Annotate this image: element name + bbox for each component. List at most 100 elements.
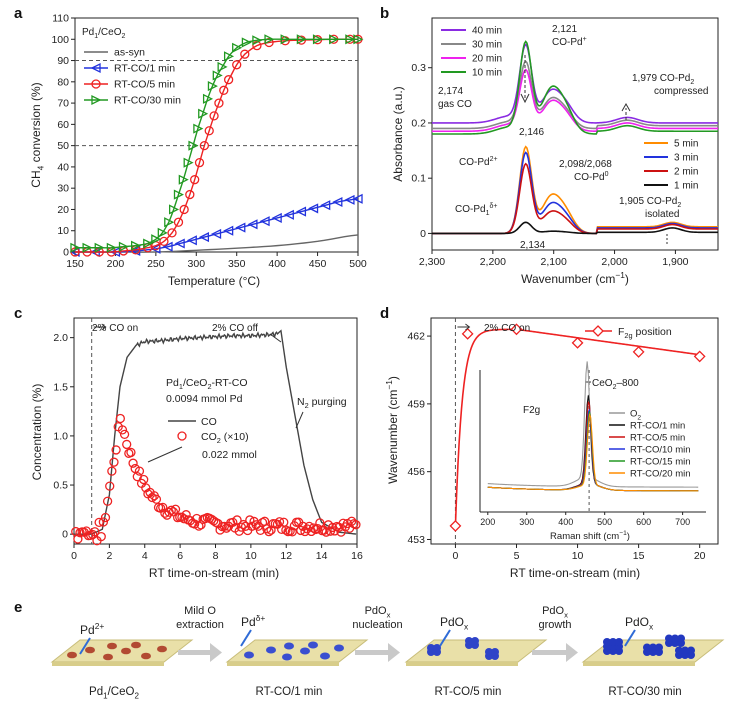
label-part: RT-CO/30 min: [114, 95, 181, 107]
label-part: Pd: [166, 377, 179, 389]
data-point-co2: [281, 525, 291, 535]
species-label: Pd2+: [80, 621, 104, 637]
data-point-co2: [107, 466, 117, 476]
label-part: 0: [453, 550, 459, 562]
inset-legend-label: RT-CO/10 min: [630, 445, 691, 456]
label-part: 400: [268, 258, 286, 270]
data-point: [157, 227, 168, 238]
y-tick-label: 462: [407, 331, 425, 343]
y-tick-label: 0: [63, 247, 69, 259]
label-part: 0.3: [411, 62, 426, 74]
label-part: CeO: [592, 378, 613, 389]
data-point: [283, 209, 294, 220]
label-part: +: [583, 36, 587, 43]
x-tick-label: 400: [268, 258, 286, 270]
label-part: CO-Pd: [552, 37, 583, 48]
label-part: 600: [636, 517, 651, 527]
data-point: [164, 217, 175, 228]
inset-tick-label: 600: [636, 517, 651, 527]
plot-frame: [74, 17, 359, 253]
data-point: [296, 34, 307, 45]
inset-tick-label: 200: [480, 517, 495, 527]
y-tick-label: 10: [57, 225, 69, 237]
data-point: [240, 49, 250, 59]
label-part: RT-CO/30 min: [608, 686, 681, 698]
data-point-co2: [351, 520, 361, 530]
label-part: 14: [316, 550, 328, 562]
label-part: 100: [51, 34, 69, 46]
panel-a: a 150 200 250 300 350 400 450 500 0 10 20 30 40 50 60 70…: [14, 5, 367, 288]
y-axis-label: Concentration (%): [30, 384, 44, 481]
pdox-particle: [471, 637, 479, 645]
pdox-particle: [643, 643, 651, 652]
annotation: 2% CO off: [212, 323, 258, 334]
label-part: Mild O: [184, 605, 216, 617]
species-label: PdOx: [440, 615, 469, 632]
data-point-co2: [313, 524, 323, 534]
pd-atom: [308, 641, 318, 649]
legend-label: 1 min: [674, 181, 698, 192]
legend-label: as-syn: [114, 47, 145, 59]
label-part: −1: [384, 380, 394, 390]
data-point-co2: [147, 492, 157, 503]
data-point-co2: [287, 527, 297, 537]
label-part: 2.0: [53, 332, 68, 344]
label-part: RT-CO/1 min: [630, 421, 685, 432]
annotation: N2 purging: [297, 396, 347, 410]
data-point-co2: [100, 512, 111, 523]
process-step-label: PdOx: [542, 605, 568, 619]
process-step-label: PdOx: [365, 605, 391, 619]
label-part: 0.022 mmol: [202, 449, 257, 461]
label-part: PdO: [365, 605, 387, 617]
label-part: 0.2: [411, 117, 426, 129]
label-part: (×10): [221, 431, 249, 443]
y-axis-label: CH4 conversion (%): [29, 82, 46, 187]
label-part: δ+: [256, 613, 266, 623]
pdox-particle: [681, 646, 689, 655]
data-point: [185, 189, 195, 200]
annotation: isolated: [645, 209, 679, 220]
label-part: 2,146: [519, 127, 544, 138]
label-part: ): [625, 272, 629, 286]
spectrum-40 min: [432, 43, 718, 124]
label-part: 0: [71, 550, 77, 562]
data-point: [199, 140, 210, 151]
inset-spectrum-RT-CO/20 min: [487, 412, 699, 492]
data-point-co2: [88, 529, 98, 540]
data-point-co2: [98, 517, 109, 527]
label-part: 0.0094 mmol Pd: [166, 393, 243, 405]
data-point: [308, 203, 319, 214]
ceo2-support-edge: [227, 662, 339, 666]
label-part: 400: [558, 517, 573, 527]
data-point: [510, 323, 523, 336]
data-point-co2: [151, 494, 162, 504]
annotation-arrow: [147, 446, 183, 463]
series-line-RT-CO/1 min: [75, 198, 359, 253]
label-part: 250: [147, 258, 165, 270]
pd-atom: [157, 645, 167, 653]
data-point-co2: [126, 447, 136, 458]
data-point-co2: [158, 502, 168, 513]
label-part: Pd: [82, 27, 94, 38]
label-part: Wavenumber (cm: [386, 390, 400, 484]
label-part: 12: [280, 550, 292, 562]
y-tick-label: 0.3: [411, 62, 426, 74]
label-part: x: [464, 622, 469, 632]
label-part: ): [627, 531, 630, 542]
data-point-co2: [90, 527, 100, 537]
label-part: x: [387, 610, 391, 619]
label-part: -RT-CO: [212, 377, 248, 389]
legend-marker: [91, 79, 101, 89]
label-part: 20: [694, 550, 706, 562]
pd-atom: [244, 651, 254, 659]
x-tick-label: 10: [245, 550, 257, 562]
process-arrowhead: [388, 643, 400, 662]
data-point: [190, 175, 200, 185]
data-point-co2: [194, 521, 204, 531]
label-part: conversion (%): [29, 82, 43, 165]
label-part: purging: [309, 396, 347, 408]
annotation: 2,134: [520, 240, 545, 251]
data-point: [179, 204, 189, 215]
plot-frame: [430, 317, 719, 545]
inset-tick-label: 500: [597, 517, 612, 527]
